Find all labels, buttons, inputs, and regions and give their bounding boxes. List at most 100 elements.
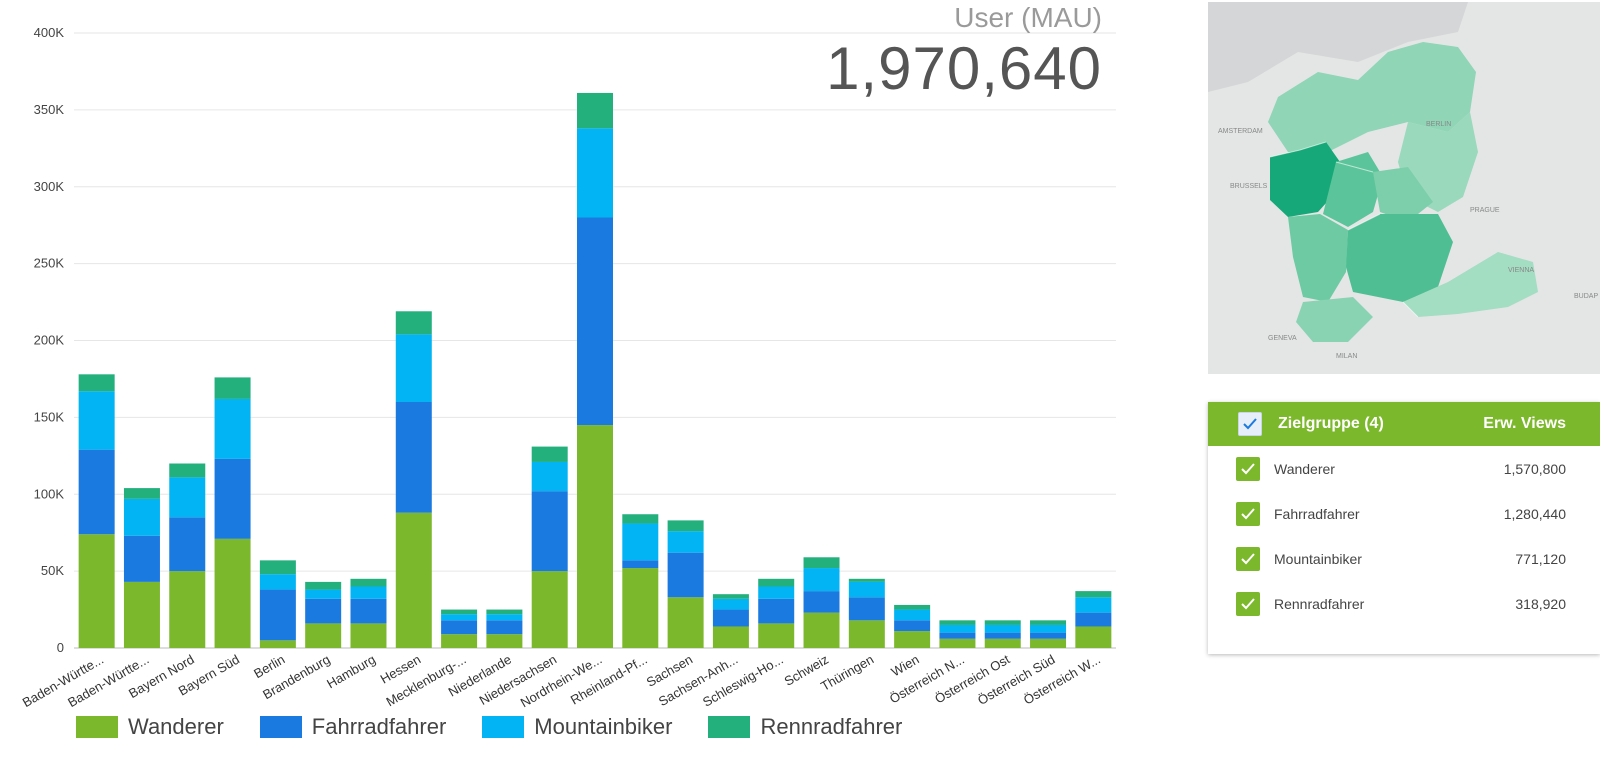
bar-mountainbiker-18[interactable] [894,609,931,621]
bar-fahrradfahrer-7[interactable] [395,402,432,513]
bar-fahrradfahrer-20[interactable] [984,632,1021,639]
bar-wanderer-5[interactable] [305,623,342,648]
bar-mountainbiker-15[interactable] [758,586,795,599]
bar-rennradfahrer-19[interactable] [939,620,976,625]
row-checkbox[interactable] [1236,591,1260,616]
bar-rennradfahrer-15[interactable] [758,578,795,587]
legend-item-rennradfahrer[interactable]: Rennradfahrer [708,714,902,740]
bar-rennradfahrer-1[interactable] [123,488,160,499]
bar-wanderer-15[interactable] [758,623,795,648]
bar-rennradfahrer-9[interactable] [486,609,523,615]
bar-rennradfahrer-18[interactable] [894,604,931,610]
bar-rennradfahrer-5[interactable] [305,581,342,590]
bar-wanderer-3[interactable] [214,538,251,648]
bar-wanderer-6[interactable] [350,623,387,648]
bar-wanderer-4[interactable] [259,640,296,648]
bar-rennradfahrer-3[interactable] [214,377,251,399]
bar-mountainbiker-17[interactable] [848,581,885,598]
row-checkbox[interactable] [1236,501,1260,526]
select-all-checkbox[interactable] [1238,412,1262,436]
legend-item-fahrradfahrer[interactable]: Fahrradfahrer [259,714,446,740]
bar-fahrradfahrer-4[interactable] [259,589,296,641]
bar-mountainbiker-1[interactable] [123,498,160,536]
bar-wanderer-2[interactable] [169,571,206,648]
bar-fahrradfahrer-6[interactable] [350,598,387,624]
bar-mountainbiker-2[interactable] [169,477,206,518]
header-views[interactable]: Erw. Views [1483,415,1566,432]
legend-item-wanderer[interactable]: Wanderer [76,714,224,740]
bar-mountainbiker-19[interactable] [939,624,976,633]
bar-mountainbiker-11[interactable] [577,128,613,218]
bar-wanderer-0[interactable] [78,534,115,648]
bar-mountainbiker-4[interactable] [259,574,296,590]
bar-mountainbiker-14[interactable] [712,598,749,610]
bar-mountainbiker-9[interactable] [486,614,523,621]
bar-mountainbiker-7[interactable] [395,334,432,402]
bar-mountainbiker-21[interactable] [1030,624,1067,633]
bar-mountainbiker-22[interactable] [1075,597,1112,613]
bar-mountainbiker-12[interactable] [622,523,659,561]
bar-mountainbiker-5[interactable] [305,589,342,599]
table-row[interactable]: Fahrradfahrer 1,280,440 [1208,491,1600,536]
bar-fahrradfahrer-10[interactable] [531,491,568,572]
bar-mountainbiker-13[interactable] [667,531,704,553]
bar-fahrradfahrer-22[interactable] [1075,612,1112,627]
bar-fahrradfahrer-9[interactable] [486,620,523,635]
bar-rennradfahrer-4[interactable] [259,560,296,575]
bar-mountainbiker-20[interactable] [984,624,1021,633]
bar-mountainbiker-0[interactable] [78,391,115,450]
bar-wanderer-10[interactable] [531,571,568,648]
bar-fahrradfahrer-0[interactable] [78,449,115,535]
bar-wanderer-19[interactable] [939,638,976,648]
bar-wanderer-20[interactable] [984,638,1021,648]
bar-mountainbiker-8[interactable] [441,614,478,621]
bar-fahrradfahrer-11[interactable] [577,217,613,426]
bar-fahrradfahrer-12[interactable] [622,560,659,569]
bar-wanderer-11[interactable] [577,425,613,648]
row-checkbox[interactable] [1236,456,1260,481]
choropleth-map[interactable]: BRUSSELS PRAGUE VIENNA BUDAP GENEVA MILA… [1208,2,1600,374]
row-checkbox[interactable] [1236,546,1260,571]
bar-mountainbiker-3[interactable] [214,398,251,459]
bar-wanderer-21[interactable] [1030,638,1067,648]
bar-wanderer-1[interactable] [123,581,160,648]
bar-fahrradfahrer-3[interactable] [214,458,251,539]
bar-rennradfahrer-14[interactable] [712,594,749,599]
bar-rennradfahrer-16[interactable] [803,557,840,569]
bar-rennradfahrer-11[interactable] [577,92,613,129]
bar-wanderer-13[interactable] [667,597,704,648]
bar-fahrradfahrer-19[interactable] [939,632,976,639]
bar-fahrradfahrer-8[interactable] [441,620,478,635]
bar-fahrradfahrer-16[interactable] [803,591,840,613]
bar-rennradfahrer-17[interactable] [848,578,885,582]
bar-wanderer-16[interactable] [803,612,840,648]
bar-wanderer-17[interactable] [848,620,885,648]
bar-rennradfahrer-21[interactable] [1030,620,1067,625]
legend-item-mountainbiker[interactable]: Mountainbiker [482,714,672,740]
bar-rennradfahrer-13[interactable] [667,520,704,532]
table-row[interactable]: Wanderer 1,570,800 [1208,446,1600,491]
bar-fahrradfahrer-13[interactable] [667,552,704,598]
bar-rennradfahrer-10[interactable] [531,446,568,462]
header-label[interactable]: Zielgruppe (4) [1278,415,1384,432]
bar-fahrradfahrer-5[interactable] [305,598,342,624]
bar-mountainbiker-16[interactable] [803,568,840,592]
bar-rennradfahrer-2[interactable] [169,463,206,478]
bar-rennradfahrer-20[interactable] [984,620,1021,625]
table-row[interactable]: Rennradfahrer 318,920 [1208,581,1600,626]
bar-wanderer-8[interactable] [441,634,478,648]
bar-wanderer-7[interactable] [395,512,432,648]
bar-mountainbiker-6[interactable] [350,586,387,599]
bar-rennradfahrer-7[interactable] [395,311,432,335]
table-row[interactable]: Mountainbiker 771,120 [1208,536,1600,581]
bar-rennradfahrer-22[interactable] [1075,591,1112,598]
bar-wanderer-12[interactable] [622,568,659,648]
bar-fahrradfahrer-17[interactable] [848,597,885,621]
bar-fahrradfahrer-21[interactable] [1030,632,1067,639]
bar-fahrradfahrer-15[interactable] [758,598,795,624]
bar-wanderer-9[interactable] [486,634,523,648]
bar-wanderer-14[interactable] [712,626,749,648]
bar-rennradfahrer-8[interactable] [441,609,478,615]
bar-wanderer-22[interactable] [1075,626,1112,648]
bar-rennradfahrer-12[interactable] [622,514,659,524]
